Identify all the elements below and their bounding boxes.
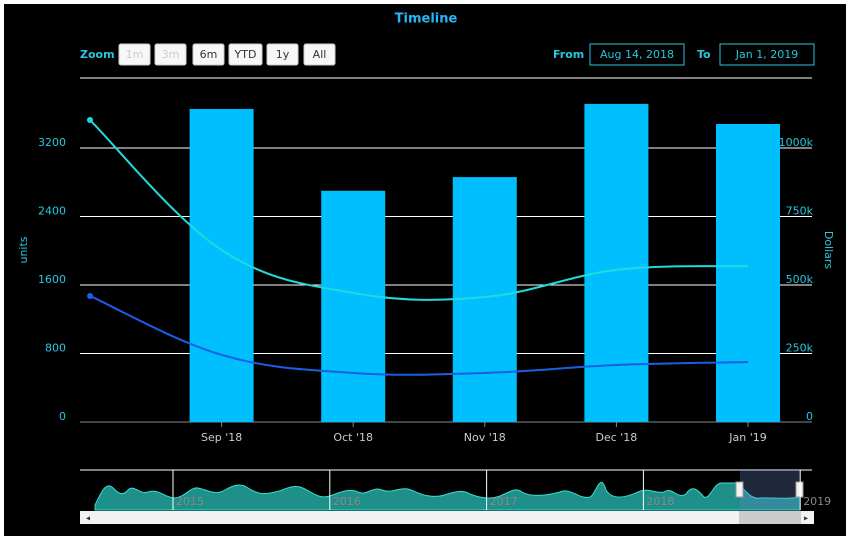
zoom-button-label[interactable]: 6m — [200, 48, 218, 61]
bar — [321, 190, 386, 422]
navigator: 2015 2016 2017 2018 2019 ◂ ▸ — [80, 469, 831, 524]
y-tick-label: 800 — [45, 342, 66, 355]
point — [87, 117, 93, 124]
zoom-button[interactable] — [154, 43, 187, 66]
x-tick-label: Dec '18 — [595, 431, 637, 444]
x-tick-label: Sep '18 — [201, 431, 242, 444]
to-input[interactable] — [719, 43, 815, 66]
y-tick-label: 1600 — [38, 273, 66, 286]
bar — [584, 103, 649, 422]
y-axis-title: units — [17, 236, 30, 263]
point — [87, 292, 93, 299]
zoom-button-label[interactable]: YTD — [234, 48, 257, 61]
to-label: To — [697, 48, 711, 61]
zoom-label: Zoom — [80, 48, 115, 61]
zoom-button[interactable] — [228, 43, 263, 66]
scroll-left[interactable]: ◂ — [86, 514, 90, 523]
zoom-button[interactable] — [192, 43, 225, 66]
navigator-mask[interactable] — [740, 470, 800, 510]
y2-tick-label: 750k — [786, 205, 814, 218]
zoom-button[interactable] — [266, 43, 299, 66]
zoom-button-label[interactable]: All — [313, 48, 327, 61]
line — [89, 119, 749, 301]
zoom-buttons: 1m 3m 6m YTD 1y All — [118, 43, 336, 66]
navigator-year: 2019 — [803, 495, 831, 508]
bar — [716, 124, 780, 423]
navigator-handle[interactable] — [735, 481, 744, 498]
y-tick-label: 0 — [59, 410, 66, 423]
navigator-handle[interactable] — [795, 481, 804, 498]
scroll-right[interactable]: ▸ — [804, 514, 808, 523]
navigator-year: 2017 — [490, 495, 518, 508]
y2-tick-label: 500k — [786, 273, 814, 286]
zoom-button-label[interactable]: 3m — [162, 48, 180, 61]
navigator-series — [94, 481, 801, 511]
scrollbar-track[interactable] — [80, 511, 814, 524]
scrollbar-thumb[interactable] — [739, 511, 801, 524]
y-tick-label: 2400 — [38, 205, 66, 218]
x-tick-label: Oct '18 — [333, 431, 373, 444]
navigator-year: 2016 — [333, 495, 361, 508]
zoom-button[interactable] — [303, 43, 336, 66]
zoom-button-label[interactable]: 1y — [276, 48, 290, 61]
y-tick-label: 3200 — [38, 136, 66, 149]
chart-title: Timeline — [395, 12, 458, 27]
to-date[interactable]: Jan 1, 2019 — [735, 48, 798, 61]
zoom-button[interactable] — [118, 43, 151, 66]
navigator-year: 2018 — [646, 495, 674, 508]
from-input[interactable] — [589, 43, 685, 66]
from-label: From — [553, 48, 584, 61]
y2-tick-label: 0 — [806, 410, 813, 423]
x-tick-label: Nov '18 — [464, 431, 506, 444]
zoom-button-label[interactable]: 1m — [126, 48, 144, 61]
navigator-year: 2015 — [176, 495, 204, 508]
x-tick-label: Jan '19 — [728, 431, 766, 444]
from-date[interactable]: Aug 14, 2018 — [600, 48, 674, 61]
y2-axis-title: Dollars — [822, 231, 835, 270]
bar — [189, 108, 254, 422]
navigator-years: 2015 2016 2017 2018 2019 — [172, 470, 831, 510]
line — [89, 295, 749, 376]
y2-tick-label: 250k — [786, 342, 814, 355]
chart-background — [4, 4, 846, 536]
y2-tick-label: 1000k — [779, 136, 814, 149]
